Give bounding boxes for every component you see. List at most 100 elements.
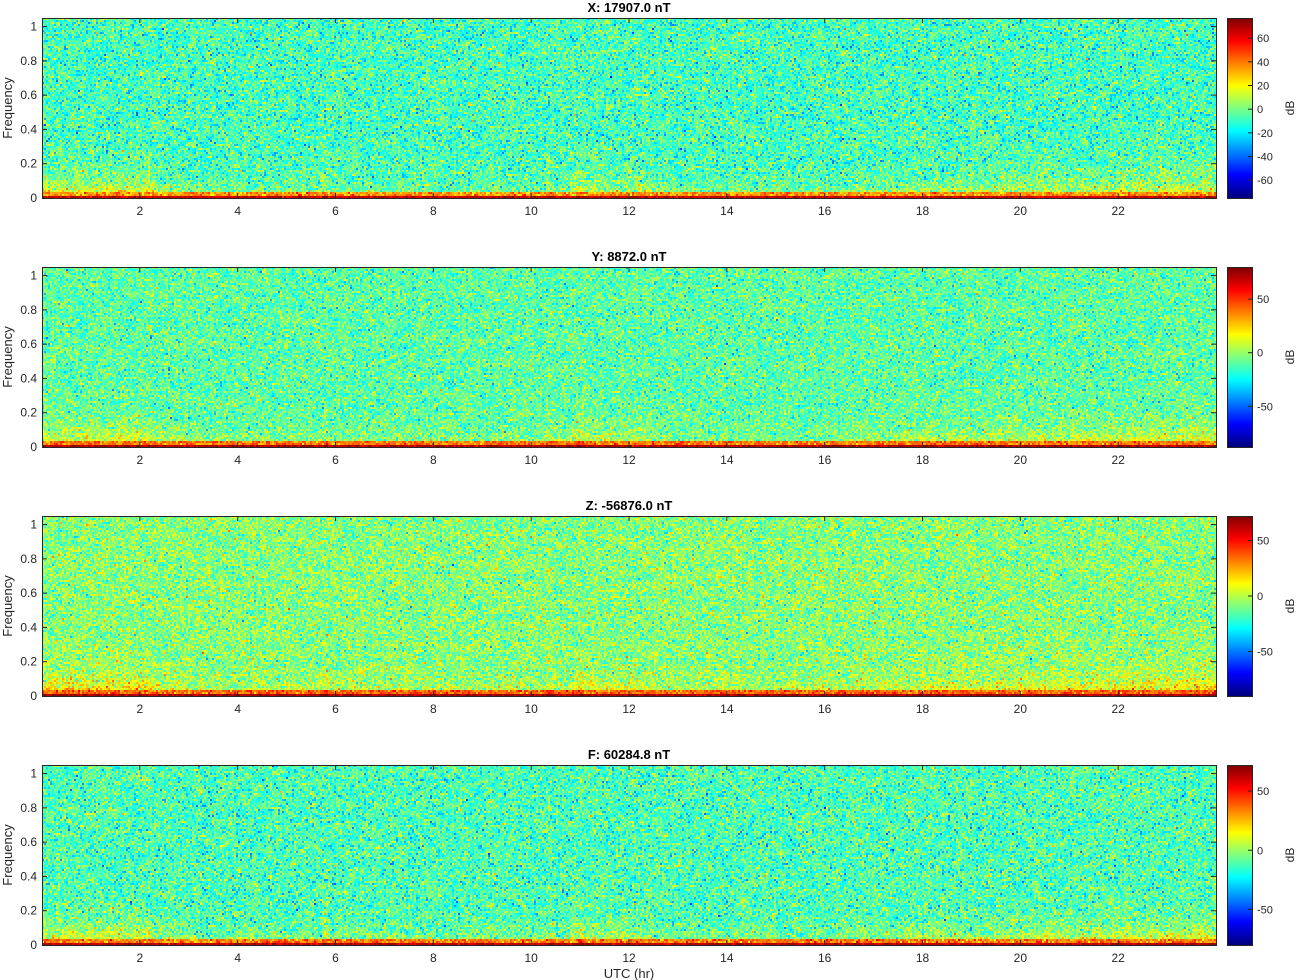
- x-tick-label: 18: [916, 453, 930, 467]
- panel-title: F: 60284.8 nT: [588, 747, 670, 762]
- colorbar-frame: [1227, 765, 1253, 946]
- x-tick-label: 10: [524, 702, 538, 716]
- spectrogram-z: [42, 516, 1216, 696]
- y-tick-label: 0.8: [20, 303, 37, 317]
- x-tick-label: 10: [524, 453, 538, 467]
- colorbar-tick-label: -60: [1257, 175, 1273, 187]
- x-tick-label: 14: [720, 453, 734, 467]
- y-tick-label: 0: [30, 938, 37, 952]
- y-tick-label: 0.2: [20, 406, 37, 420]
- colorbar-label: dB: [1283, 599, 1297, 614]
- y-tick-label: 0.4: [20, 620, 37, 634]
- y-tick-label: 0.6: [20, 337, 37, 351]
- colorbar-x: [1227, 18, 1252, 198]
- spectrogram-f: [42, 765, 1216, 945]
- colorbar-tick-label: -50: [1257, 904, 1273, 916]
- x-tick-label: 10: [524, 951, 538, 965]
- colorbar-label: dB: [1283, 848, 1297, 863]
- x-tick-label: 20: [1014, 453, 1028, 467]
- colorbar-z: [1227, 516, 1252, 696]
- spectrogram-x: [42, 18, 1216, 198]
- colorbar-y: [1227, 267, 1252, 447]
- colorbar-tick-label: 0: [1257, 104, 1263, 116]
- x-tick-label: 18: [916, 951, 930, 965]
- x-tick-label: 6: [332, 204, 339, 218]
- x-tick-label: 20: [1014, 204, 1028, 218]
- x-tick-label: 2: [136, 702, 143, 716]
- colorbar-f: [1227, 765, 1252, 945]
- panel-title: Z: -56876.0 nT: [586, 498, 673, 513]
- y-tick-label: 0: [30, 440, 37, 454]
- y-axis-label: Frequency: [0, 575, 15, 637]
- colorbar-tick-label: 40: [1257, 57, 1269, 69]
- y-axis-label: Frequency: [0, 824, 15, 886]
- x-tick-label: 2: [136, 204, 143, 218]
- y-tick-label: 0.2: [20, 655, 37, 669]
- y-tick-label: 0.8: [20, 54, 37, 68]
- x-tick-label: 14: [720, 702, 734, 716]
- x-tick-label: 18: [916, 702, 930, 716]
- spectrogram-y: [42, 267, 1216, 447]
- colorbar-tick-label: -20: [1257, 128, 1273, 140]
- axes-frame: [42, 516, 1217, 697]
- x-tick-label: 18: [916, 204, 930, 218]
- colorbar-tick-label: 60: [1257, 33, 1269, 45]
- x-tick-label: 12: [622, 204, 636, 218]
- y-axis-label: Frequency: [0, 326, 15, 388]
- x-tick-label: 14: [720, 204, 734, 218]
- colorbar-tick-label: 50: [1257, 535, 1269, 547]
- x-tick-label: 4: [234, 951, 241, 965]
- y-tick-label: 0.8: [20, 552, 37, 566]
- x-tick-label: 6: [332, 453, 339, 467]
- colorbar-frame: [1227, 18, 1253, 199]
- y-tick-label: 0.6: [20, 835, 37, 849]
- y-axis-label: Frequency: [0, 77, 15, 139]
- x-tick-label: 22: [1111, 204, 1125, 218]
- y-tick-label: 0.2: [20, 157, 37, 171]
- y-tick-label: 1: [30, 767, 37, 781]
- colorbar-tick-label: 0: [1257, 348, 1263, 360]
- x-tick-label: 2: [136, 453, 143, 467]
- colorbar-frame: [1227, 516, 1253, 697]
- colorbar-label: dB: [1283, 101, 1297, 116]
- x-tick-label: 12: [622, 951, 636, 965]
- x-tick-label: 8: [430, 204, 437, 218]
- colorbar-tick-label: 50: [1257, 786, 1269, 798]
- colorbar-tick-label: 0: [1257, 845, 1263, 857]
- x-tick-label: 20: [1014, 702, 1028, 716]
- y-tick-label: 1: [30, 518, 37, 532]
- x-tick-label: 16: [818, 702, 832, 716]
- x-tick-label: 16: [818, 204, 832, 218]
- y-tick-label: 0.6: [20, 586, 37, 600]
- x-tick-label: 6: [332, 702, 339, 716]
- x-tick-label: 12: [622, 453, 636, 467]
- colorbar-tick-label: 0: [1257, 591, 1263, 603]
- panel-title: Y: 8872.0 nT: [592, 249, 667, 264]
- x-tick-label: 22: [1111, 951, 1125, 965]
- x-tick-label: 8: [430, 453, 437, 467]
- x-tick-label: 4: [234, 702, 241, 716]
- y-tick-label: 0.2: [20, 904, 37, 918]
- y-tick-label: 0.4: [20, 122, 37, 136]
- x-tick-label: 22: [1111, 702, 1125, 716]
- x-tick-label: 20: [1014, 951, 1028, 965]
- axes-frame: [42, 18, 1217, 199]
- colorbar-tick-label: 20: [1257, 81, 1269, 93]
- y-tick-label: 0: [30, 191, 37, 205]
- axes-frame: [42, 267, 1217, 448]
- y-tick-label: 0.6: [20, 88, 37, 102]
- colorbar-tick-label: -40: [1257, 152, 1273, 164]
- axes-frame: [42, 765, 1217, 946]
- panel-title: X: 17907.0 nT: [587, 0, 670, 15]
- y-tick-label: 0: [30, 689, 37, 703]
- x-axis-label: UTC (hr): [604, 966, 655, 980]
- x-tick-label: 12: [622, 702, 636, 716]
- x-tick-label: 16: [818, 453, 832, 467]
- y-tick-label: 0.4: [20, 869, 37, 883]
- x-tick-label: 8: [430, 702, 437, 716]
- y-tick-label: 0.8: [20, 801, 37, 815]
- x-tick-label: 4: [234, 453, 241, 467]
- y-tick-label: 1: [30, 20, 37, 34]
